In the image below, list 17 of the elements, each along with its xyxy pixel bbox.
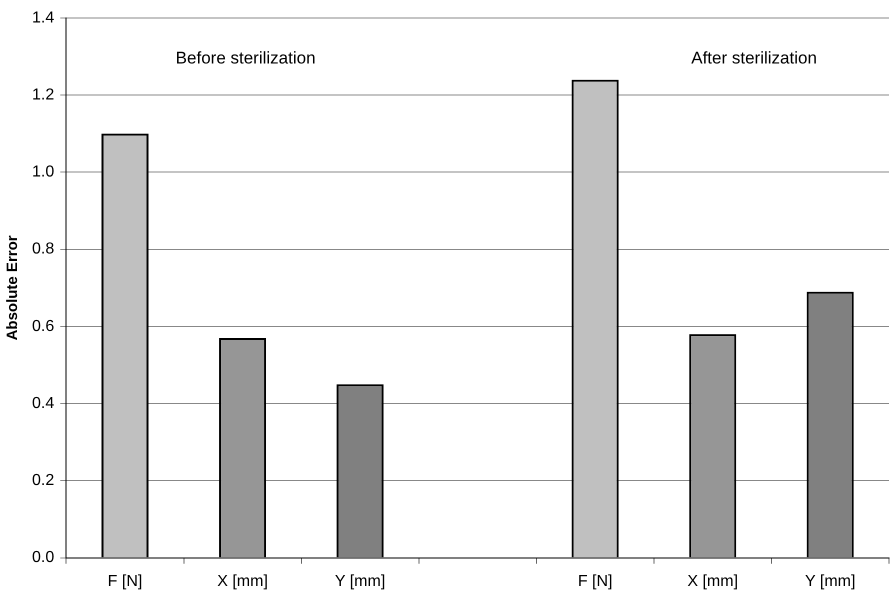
y-tick-label: 0.6 — [32, 318, 54, 335]
x-tick-label: Y [mm] — [805, 572, 856, 590]
y-axis-title: Absolute Error — [4, 235, 22, 340]
y-tick-label: 0.4 — [32, 394, 54, 412]
y-tick-label: 0.2 — [32, 472, 54, 490]
x-tick-label: Y [mm] — [334, 572, 386, 590]
y-tick-label: 1.2 — [32, 86, 54, 104]
x-tick-label: X [mm] — [217, 572, 268, 590]
y-tick-label: 1.0 — [32, 164, 54, 181]
annotation: After sterilization — [691, 48, 817, 68]
x-tick-label: F [N] — [108, 572, 142, 590]
x-tick-label: X [mm] — [687, 572, 738, 590]
y-tick-label: 0.8 — [32, 240, 54, 258]
annotation: Before sterilization — [176, 48, 316, 68]
x-tick-label: F [N] — [578, 572, 612, 590]
y-tick-label: 0.0 — [32, 549, 54, 566]
y-tick-label: 1.4 — [32, 9, 54, 26]
